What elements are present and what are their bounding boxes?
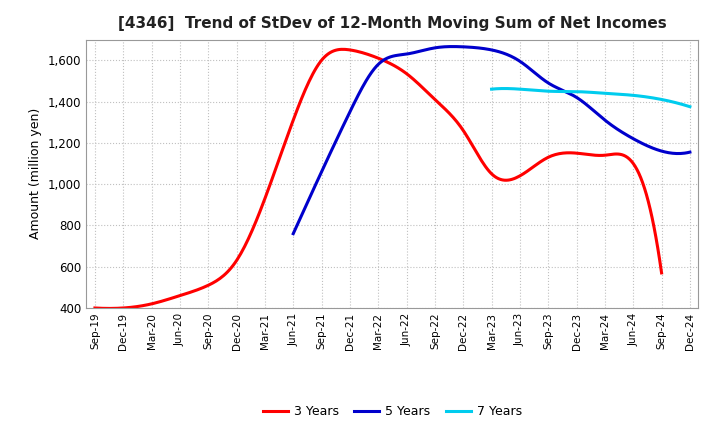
Line: 3 Years: 3 Years	[95, 49, 662, 308]
3 Years	[608, 152, 616, 157]
5 Years	[289, 231, 297, 236]
3 Years	[441, 107, 450, 112]
Line: 5 Years: 5 Years	[293, 47, 690, 234]
3 Years	[430, 96, 438, 101]
5 Years	[624, 134, 633, 139]
7 Years	[609, 91, 618, 96]
7 Years	[487, 87, 496, 92]
3 Years	[572, 150, 580, 156]
Legend: 3 Years, 5 Years, 7 Years: 3 Years, 5 Years, 7 Years	[258, 400, 527, 423]
3 Years	[339, 47, 348, 52]
3 Years	[91, 305, 99, 311]
3 Years	[432, 98, 441, 103]
7 Years	[606, 91, 615, 96]
7 Years	[606, 91, 614, 96]
Y-axis label: Amount (million yen): Amount (million yen)	[30, 108, 42, 239]
5 Years	[526, 67, 535, 72]
3 Years	[92, 305, 101, 311]
7 Years	[488, 86, 497, 92]
7 Years	[667, 99, 676, 104]
5 Years	[290, 228, 299, 233]
5 Years	[448, 44, 456, 49]
Title: [4346]  Trend of StDev of 12-Month Moving Sum of Net Incomes: [4346] Trend of StDev of 12-Month Moving…	[118, 16, 667, 32]
7 Years	[685, 104, 694, 109]
3 Years	[106, 306, 114, 311]
5 Years	[533, 72, 541, 77]
7 Years	[500, 86, 508, 91]
5 Years	[525, 66, 534, 71]
5 Years	[685, 150, 694, 155]
3 Years	[657, 270, 666, 275]
Line: 7 Years: 7 Years	[492, 88, 690, 106]
7 Years	[655, 96, 664, 102]
5 Years	[649, 146, 658, 151]
